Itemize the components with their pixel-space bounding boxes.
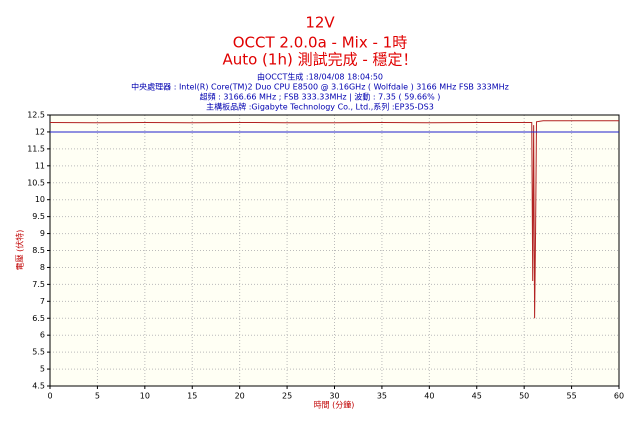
y-tick-label: 11 (35, 161, 45, 170)
info-line: 超頻 : 3166.66 MHz ; FSB 333.33MHz | 波動 : … (200, 92, 441, 102)
y-tick-label: 10 (35, 195, 45, 204)
x-tick-label: 20 (235, 392, 245, 401)
y-tick-label: 6.5 (32, 314, 45, 323)
x-tick-label: 10 (140, 392, 150, 401)
x-tick-label: 5 (95, 392, 100, 401)
x-tick-label: 40 (424, 392, 434, 401)
y-tick-label: 10.5 (27, 178, 45, 187)
y-tick-label: 12.5 (27, 111, 45, 120)
x-tick-label: 50 (519, 392, 529, 401)
x-tick-label: 25 (282, 392, 292, 401)
x-tick-label: 55 (566, 392, 576, 401)
info-line: 主構板品牌 :Gigabyte Technology Co., Ltd.,系列 … (206, 102, 434, 112)
y-tick-label: 11.5 (27, 144, 45, 153)
x-axis-label: 時間 (分鐘) (314, 400, 355, 410)
y-tick-label: 5 (40, 365, 45, 374)
y-tick-label: 6 (40, 331, 45, 340)
y-tick-label: 12 (35, 127, 45, 136)
y-tick-label: 8.5 (32, 246, 45, 255)
y-tick-label: 9 (40, 229, 45, 238)
x-tick-label: 35 (377, 392, 387, 401)
chart-status: Auto (1h) 測試完成 - 穩定！ (222, 51, 417, 69)
info-line: 中央處理器 : Intel(R) Core(TM)2 Duo CPU E8500… (131, 82, 509, 92)
y-tick-label: 8 (40, 263, 45, 272)
x-tick-label: 60 (614, 392, 624, 401)
x-tick-label: 30 (329, 392, 339, 401)
info-line: 由OCCT生成 :18/04/08 18:04:50 (257, 72, 383, 82)
plot-frame (49, 114, 620, 387)
x-tick-label: 15 (187, 392, 197, 401)
y-tick-label: 7 (40, 297, 45, 306)
series-line (49, 120, 619, 319)
chart-subtitle: OCCT 2.0.0a - Mix - 1時 (233, 34, 407, 52)
x-tick-label: 0 (47, 392, 52, 401)
y-tick-label: 9.5 (32, 212, 45, 221)
y-tick-label: 4.5 (32, 382, 45, 391)
x-tick-label: 45 (472, 392, 482, 401)
y-axis-label: 電壓 (伏特) (15, 230, 25, 271)
y-tick-label: 7.5 (32, 280, 45, 289)
y-tick-label: 5.5 (32, 348, 45, 357)
chart-title: 12V (305, 14, 335, 32)
